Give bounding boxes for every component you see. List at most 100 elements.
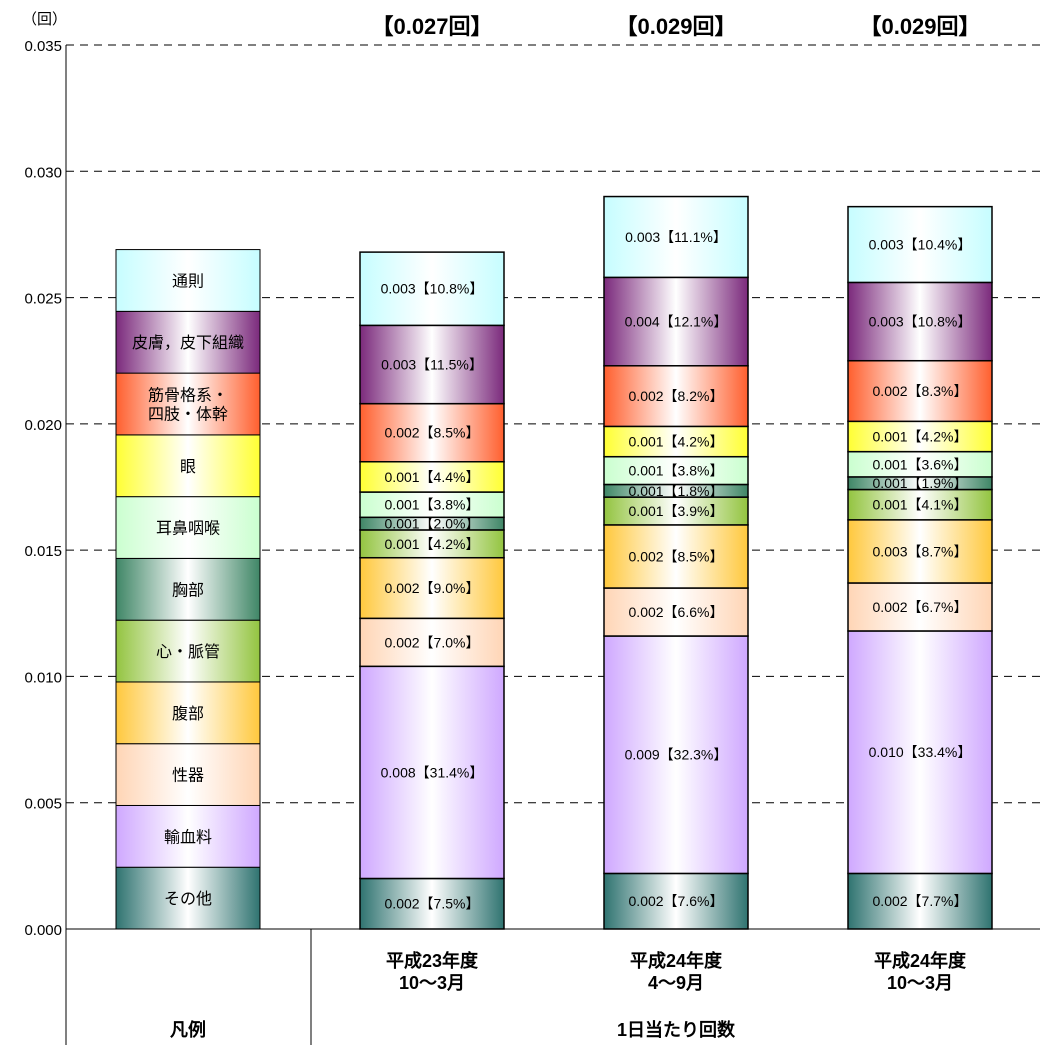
data-label: 0.003【8.7%】 (873, 543, 968, 559)
data-label: 0.001【4.2%】 (385, 536, 480, 552)
legend-swatch (115, 249, 261, 312)
y-tick-label: 0.030 (24, 164, 62, 181)
data-label: 0.002【7.7%】 (873, 893, 968, 909)
total-label: 【0.029回】 (615, 14, 736, 39)
y-tick-label: 0.035 (24, 38, 62, 55)
data-label: 0.003【10.8%】 (381, 281, 484, 297)
bar-segment (847, 872, 993, 930)
legend-label: その他 (164, 890, 212, 908)
bar-segment (603, 276, 749, 367)
data-label: 0.001【3.9%】 (629, 503, 724, 519)
bar-segment (847, 205, 993, 284)
data-label: 0.002【7.0%】 (385, 634, 480, 650)
data-label: 0.010【33.4%】 (869, 744, 972, 760)
legend-swatch (115, 681, 261, 745)
data-label: 0.003【10.4%】 (869, 237, 972, 253)
data-label: 0.003【10.8%】 (869, 314, 972, 330)
bar-segment (359, 877, 505, 930)
legend-swatch (115, 619, 261, 683)
bar-segment (603, 455, 749, 486)
bar-segment (847, 488, 993, 521)
legend-swatch (115, 310, 261, 374)
legend-label: 皮膚，皮下組織 (132, 334, 244, 352)
x-tick-label: 10～3月 (399, 973, 465, 993)
bar-segment (847, 450, 993, 478)
bar-segment (359, 665, 505, 880)
data-label: 0.001【4.4%】 (385, 469, 480, 485)
data-label: 0.001【2.0%】 (385, 516, 480, 532)
bar-segment (847, 359, 993, 423)
data-label: 0.002【7.6%】 (629, 893, 724, 909)
y-tick-label: 0.010 (24, 669, 62, 686)
total-label: 【0.029回】 (859, 14, 980, 39)
data-label: 0.002【8.5%】 (629, 548, 724, 564)
data-label: 0.001【3.8%】 (629, 463, 724, 479)
bar-segment (359, 251, 505, 327)
data-label: 0.001【4.1%】 (873, 497, 968, 513)
y-tick-label: 0.025 (24, 291, 62, 308)
data-label: 0.001【3.8%】 (385, 497, 480, 513)
bar-segment (603, 524, 749, 589)
legend-swatch (115, 496, 261, 559)
total-label: 【0.027回】 (371, 14, 492, 39)
legend-label: 胸部 (172, 581, 204, 599)
x-tick-label: 平成24年度 (630, 950, 723, 971)
x-tick-label: 平成24年度 (874, 950, 967, 971)
legend-label: 眼 (180, 458, 196, 476)
data-label: 0.002【8.2%】 (629, 388, 724, 404)
bar-segment (359, 529, 505, 559)
data-label: 0.001【3.6%】 (873, 456, 968, 472)
data-label: 0.004【12.1%】 (625, 314, 728, 330)
data-label: 0.002【9.0%】 (385, 580, 480, 596)
bar-segment (359, 617, 505, 668)
data-label: 0.009【32.3%】 (625, 747, 728, 763)
data-label: 0.002【6.6%】 (629, 604, 724, 620)
bar-segment (603, 872, 749, 930)
bars: 0.002【7.5%】 0.008【31.4%】 0.002【7.0%】 0.002【… (359, 195, 993, 930)
data-label: 0.002【8.3%】 (873, 383, 968, 399)
y-tick-label: 0.015 (24, 543, 62, 560)
bar-segment (359, 556, 505, 620)
y-unit-label: （回） (22, 11, 67, 28)
data-label: 0.003【11.5%】 (381, 357, 483, 373)
data-label: 0.001【4.2%】 (873, 428, 968, 444)
legend-label: 四肢・体幹 (148, 404, 228, 423)
data-label: 0.002【7.5%】 (385, 896, 480, 912)
bar-segment (359, 460, 505, 493)
x-axis-label: 1日当たり回数 (617, 1019, 736, 1040)
bar-segment (603, 195, 749, 279)
y-tick-label: 0.000 (24, 922, 62, 939)
x-tick-label: 10～3月 (887, 973, 953, 993)
data-label: 0.001【1.8%】 (629, 483, 724, 499)
bar-segment (603, 496, 749, 526)
legend-label: 通則 (172, 272, 204, 290)
legend-label: 耳鼻咽喉 (156, 520, 220, 538)
axes: 0.000 0.005 0.010 0.015 0.020 0.025 0.030 0.035… (22, 11, 1040, 1045)
bar-segment (847, 630, 993, 875)
bar-segment (847, 519, 993, 584)
data-label: 0.008【31.4%】 (381, 764, 484, 780)
legend-title: 凡例 (170, 1019, 206, 1040)
data-label: 0.001【1.9%】 (873, 475, 968, 491)
legend-label: 性器 (172, 767, 204, 785)
bar-segment (603, 425, 749, 458)
legend-swatch (115, 434, 261, 498)
bar-segment (603, 587, 749, 637)
legend-swatch (115, 372, 261, 436)
data-label: 0.002【6.7%】 (873, 599, 968, 615)
data-label: 0.003【11.1%】 (625, 229, 727, 245)
x-tick-label: 平成23年度 (386, 950, 479, 971)
legend-swatch (115, 557, 261, 621)
data-label: 0.001【4.2%】 (629, 434, 724, 450)
legend-label: 筋骨格系・ (148, 386, 228, 404)
y-tick-label: 0.020 (24, 417, 62, 434)
legend-label: 心・脈管 (156, 643, 220, 661)
bar-segment (603, 635, 749, 875)
legend-label: 腹部 (172, 705, 204, 723)
data-label: 0.002【8.5%】 (385, 425, 480, 441)
y-tick-label: 0.005 (24, 796, 62, 813)
bar-segment (847, 420, 993, 453)
bar-segment (359, 491, 505, 519)
